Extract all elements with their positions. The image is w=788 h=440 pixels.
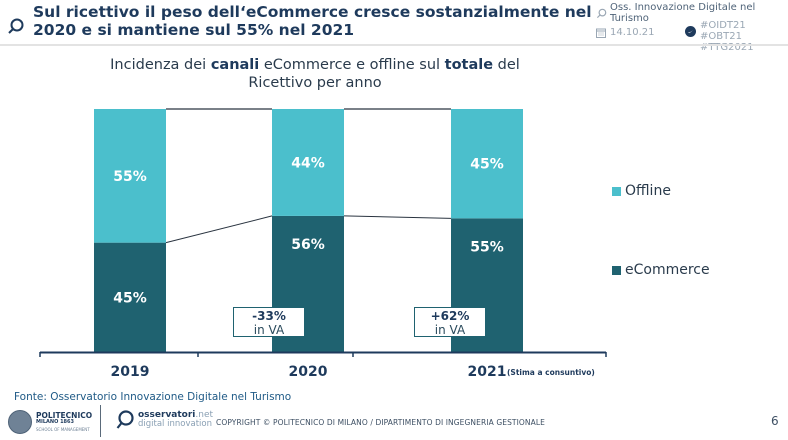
chart-title: Incidenza dei canali eCommerce e offline… bbox=[90, 56, 540, 92]
footer-divider bbox=[100, 405, 101, 437]
source-label: Oss. Innovazione Digitale nel Turismo bbox=[610, 2, 756, 24]
chart-title-text: del Ricettivo per anno bbox=[248, 57, 520, 91]
chart-title-bold: totale bbox=[444, 57, 494, 73]
bar-ecommerce-2019 bbox=[94, 242, 166, 352]
x-tick-note: (Stima a consuntivo) bbox=[507, 368, 595, 377]
annotation-2020: -33% in VA bbox=[233, 307, 305, 337]
legend-label: eCommerce bbox=[625, 262, 710, 278]
search-magnifier-icon bbox=[596, 8, 607, 19]
osserv-name: osservatori bbox=[138, 410, 196, 420]
twitter-icon bbox=[685, 26, 696, 37]
osservatori-magnifier-icon bbox=[116, 410, 134, 429]
chart-title-bold: canali bbox=[210, 57, 260, 73]
data-label-ecommerce: 55% bbox=[470, 239, 504, 255]
data-label-offline: 45% bbox=[470, 157, 504, 173]
search-magnifier-icon bbox=[8, 18, 24, 34]
data-label-offline: 44% bbox=[291, 155, 325, 171]
connector-line-split bbox=[165, 215, 273, 244]
osserv-suffix: .net bbox=[195, 410, 214, 420]
page-number: 6 bbox=[771, 414, 779, 428]
osserv-tagline: digital innovation bbox=[138, 419, 212, 429]
data-label-ecommerce: 56% bbox=[291, 237, 325, 253]
hashtags: #OIDT21 #OBT21 #TTG2021 bbox=[700, 20, 754, 53]
x-tick-label: 2020 bbox=[289, 364, 328, 380]
politecnico-seal-icon bbox=[8, 410, 32, 434]
annotation-text: in VA bbox=[253, 323, 285, 337]
bar-offline-2020 bbox=[272, 109, 344, 216]
x-tick-label: 2019 bbox=[111, 364, 150, 380]
date-label: 14.10.21 bbox=[610, 27, 655, 38]
politecnico-logo: POLITECNICO MILANO 1863 SCHOOL OF MANAGE… bbox=[8, 410, 92, 434]
polimi-sub: MILANO 1863 bbox=[36, 418, 74, 425]
annotation-value: +62% bbox=[430, 309, 470, 323]
chart-title-text: Incidenza dei bbox=[110, 57, 211, 73]
osservatori-logo: osservatori.net digital innovation bbox=[116, 410, 213, 430]
slide-title-line2: 2020 e si mantiene sul 55% nel 2021 bbox=[33, 21, 355, 39]
header-divider bbox=[0, 44, 788, 46]
legend-item-ecommerce: eCommerce bbox=[612, 262, 710, 278]
bar-offline-2019 bbox=[94, 109, 166, 243]
legend-swatch-ecommerce bbox=[612, 265, 621, 275]
slide-title-line1: Sul ricettivo il peso dell‘eCommerce cre… bbox=[33, 3, 592, 21]
bar-offline-2021 bbox=[451, 109, 523, 219]
polimi-name: POLITECNICO bbox=[36, 410, 93, 420]
source-note: Fonte: Osservatorio Innovazione Digitale… bbox=[14, 391, 292, 403]
copyright: COPYRIGHT © POLITECNICO DI MILANO / DIPA… bbox=[216, 418, 545, 427]
calendar-icon bbox=[596, 28, 606, 38]
data-label-ecommerce: 45% bbox=[113, 290, 147, 306]
annotation-2021: +62% in VA bbox=[414, 307, 486, 337]
annotation-text: in VA bbox=[434, 323, 466, 337]
legend-label: Offline bbox=[625, 183, 671, 199]
polimi-school: SCHOOL OF MANAGEMENT bbox=[36, 426, 90, 432]
legend-swatch-offline bbox=[612, 186, 621, 196]
legend-item-offline: Offline bbox=[612, 183, 671, 199]
data-label-offline: 55% bbox=[113, 169, 147, 185]
annotation-value: -33% bbox=[252, 309, 286, 323]
chart-title-text: eCommerce e offline sul bbox=[259, 57, 445, 73]
x-tick-label: 2021 bbox=[468, 364, 507, 380]
slide-title: Sul ricettivo il peso dell‘eCommerce cre… bbox=[33, 3, 593, 39]
connector-line-split bbox=[343, 215, 452, 219]
